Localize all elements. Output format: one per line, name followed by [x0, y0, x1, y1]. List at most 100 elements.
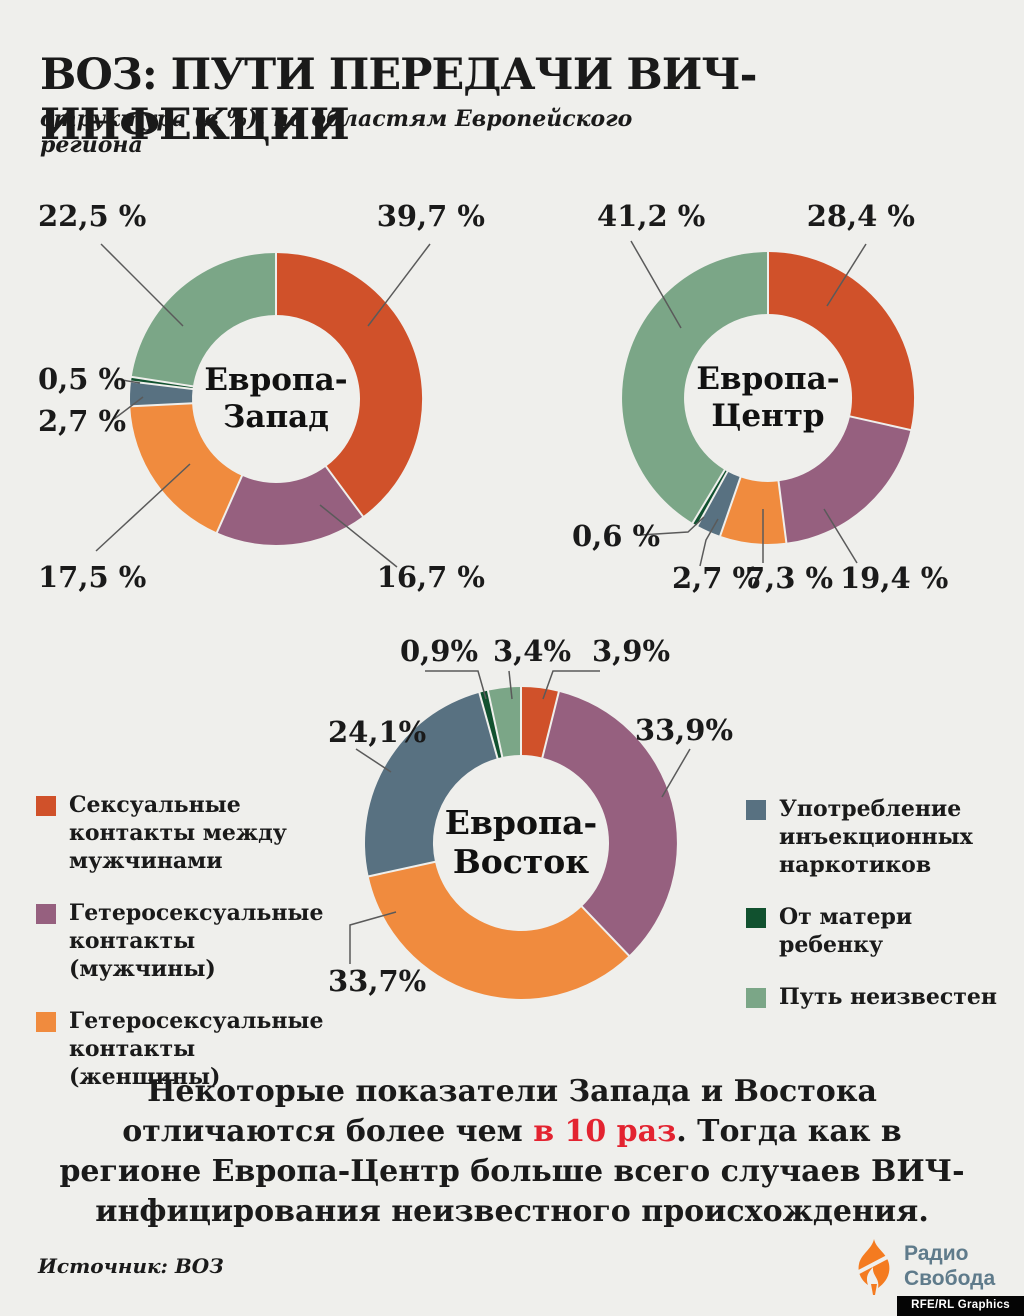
legend-item-mother-child: От матери ребенку — [746, 904, 1016, 960]
pct-label-east-mother: 0,9% — [400, 634, 478, 668]
donut-title-west: Европа-Запад — [204, 362, 347, 435]
page-subtitle: структура (в %), по областям Европейског… — [40, 106, 633, 158]
legend-item-unknown: Путь неизвестен — [746, 984, 1016, 1012]
donut-slice — [217, 466, 363, 545]
pct-label-center-unknown: 41,2 % — [597, 199, 705, 233]
legend-swatch-hetero-women — [36, 1011, 56, 1032]
legend-label-hetero-men: Гетеросексуальные контакты (мужчины) — [69, 899, 324, 982]
legend-item-msm: Сексуальные контакты между мужчинами — [36, 792, 336, 876]
slice-separator — [478, 691, 499, 760]
slice-separator — [696, 470, 729, 528]
donut-chart-europe-center — [622, 251, 915, 544]
leader-line-west-hetero-women — [95, 463, 191, 552]
leader-line-center-msm — [826, 243, 867, 307]
slice-separator — [848, 415, 912, 432]
slice-separator — [486, 689, 504, 759]
pct-label-west-hetero-women: 17,5 % — [38, 560, 146, 594]
summary-note-part1: Некоторые показатели Запада и Востока от… — [122, 1074, 877, 1149]
leader-line-center-hetero-men — [823, 508, 858, 564]
pct-label-east-idu: 24,1% — [328, 715, 426, 749]
pct-label-center-hetero-men: 19,4 % — [840, 561, 948, 595]
leader-line-center-mother — [639, 516, 705, 536]
slice-separator — [777, 480, 788, 544]
leader-line-west-idu — [113, 396, 144, 420]
legend-swatch-unknown — [746, 987, 766, 1008]
pct-label-center-idu: 2,7 % — [672, 561, 760, 595]
radio-svoboda-wordmark: Радио Свобода — [904, 1242, 996, 1290]
donut-slice — [692, 469, 728, 526]
legend-label-msm: Сексуальные контакты между мужчинами — [69, 792, 287, 874]
pct-label-center-hetero-women: 7,3 % — [745, 561, 833, 595]
legend-item-hetero-women: Гетеросексуальные контакты (женщины) — [36, 1008, 336, 1092]
legend-item-hetero-men: Гетеросексуальные контакты (мужчины) — [36, 900, 336, 984]
pct-label-west-mother: 0,5 % — [38, 362, 126, 396]
donut-slice — [487, 687, 521, 757]
pct-label-west-unknown: 22,5 % — [38, 199, 146, 233]
legend-right-column: Употребление инъекционных наркотиков От … — [746, 796, 1016, 1036]
legend-swatch-msm — [36, 796, 56, 816]
donut-slice — [521, 687, 559, 758]
slice-separator — [580, 905, 631, 957]
source-note: Источник: ВОЗ — [38, 1254, 224, 1278]
slice-separator — [324, 465, 365, 518]
leader-line-west-unknown — [100, 243, 184, 327]
legend-swatch-idu — [746, 800, 766, 820]
donut-slice — [276, 252, 423, 517]
leader-line-east-hetero-women — [349, 911, 397, 964]
slice-separator — [129, 380, 194, 391]
slice-separator — [541, 690, 561, 759]
pct-label-west-idu: 2,7 % — [38, 404, 126, 438]
pct-label-east-hetero-women: 33,7% — [328, 964, 426, 998]
legend-swatch-hetero-men — [36, 903, 56, 924]
leader-line-west-mother — [115, 378, 141, 384]
pct-label-center-msm: 28,4 % — [807, 199, 915, 233]
slice-separator — [718, 476, 742, 538]
slice-separator — [215, 474, 244, 534]
summary-note-accent: в 10 раз — [533, 1113, 677, 1149]
legend-left-column: Сексуальные контакты между мужчинами Гет… — [36, 792, 336, 1115]
pct-label-west-msm: 39,7 % — [377, 199, 485, 233]
legend-swatch-mother-child — [746, 907, 766, 928]
donut-slice — [542, 691, 677, 956]
legend-label-mother-child: От матери ребенку — [779, 903, 913, 958]
pct-label-east-hetero-men: 33,9% — [635, 713, 733, 747]
radio-svoboda-logo: Радио Свобода — [852, 1238, 995, 1296]
legend-label-idu: Употребление инъекционных наркотиков — [779, 796, 973, 878]
donut-title-east: Европа-Восток — [445, 803, 597, 881]
legend-item-idu: Употребление инъекционных наркотиков — [746, 796, 1016, 880]
leader-line-east-hetero-men — [661, 748, 691, 798]
legend-label-hetero-women: Гетеросексуальные контакты (женщины) — [69, 1007, 324, 1090]
donut-slice — [622, 252, 768, 523]
slice-separator — [129, 402, 194, 408]
leader-line-center-unknown — [630, 240, 682, 329]
leader-line-center-idu — [699, 518, 719, 567]
donut-slice — [697, 471, 741, 536]
leader-line-east-idu — [355, 748, 392, 773]
donut-slice — [131, 253, 276, 387]
donut-slice — [365, 692, 498, 877]
rferl-credit-bar: RFE/RL Graphics — [897, 1296, 1024, 1316]
leader-line-west-hetero-men — [319, 504, 398, 568]
slice-separator — [691, 468, 726, 525]
donut-slice — [778, 416, 911, 543]
donut-title-center: Европа-Центр — [696, 361, 839, 434]
torch-flame-icon — [854, 1239, 894, 1295]
donut-slice — [720, 477, 787, 544]
pct-label-west-hetero-men: 16,7 % — [377, 560, 485, 594]
donut-slice — [768, 252, 915, 430]
slice-separator — [130, 375, 195, 388]
leader-line-east-msm — [542, 670, 600, 700]
slice-separator — [367, 860, 437, 878]
page-title: ВОЗ: ПУТИ ПЕРЕДАЧИ ВИЧ-ИНФЕКЦИИ — [40, 50, 757, 150]
summary-note-part2: . Тогда как в регионе Европа-Центр больш… — [59, 1113, 965, 1229]
donut-slice — [479, 690, 503, 759]
summary-note: Некоторые показатели Запада и Востока от… — [52, 1072, 972, 1232]
leader-line-west-msm — [367, 243, 431, 327]
legend-label-unknown: Путь неизвестен — [779, 983, 997, 1010]
pct-label-east-msm: 3,9% — [592, 634, 670, 668]
leader-line-east-unknown — [508, 670, 513, 700]
donut-chart-europe-east — [365, 686, 677, 999]
leader-line-east-mother — [425, 670, 487, 700]
